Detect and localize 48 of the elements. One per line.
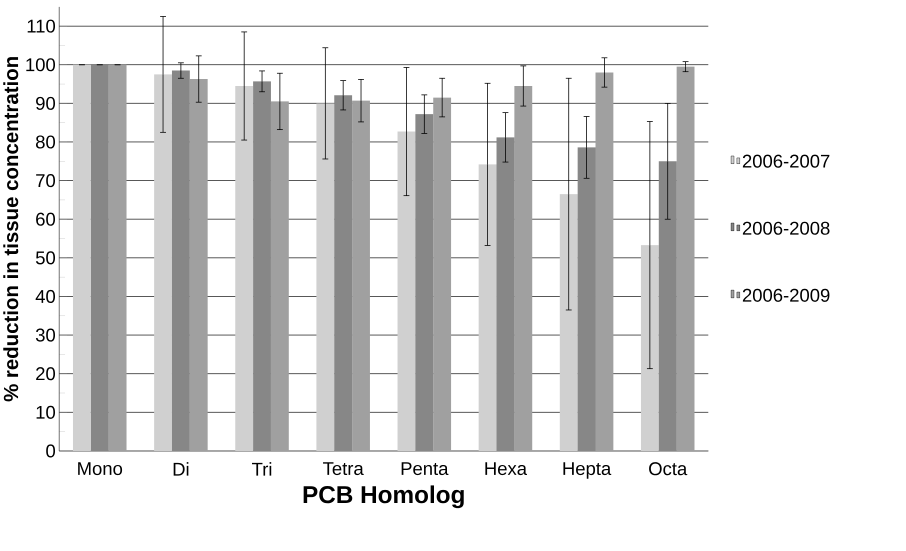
bar: [596, 72, 614, 452]
bar: [334, 96, 352, 452]
y-tick-label: 0: [46, 444, 56, 458]
bar: [154, 74, 172, 452]
bar: [172, 70, 190, 452]
y-tick-label: 90: [36, 97, 56, 110]
legend-label: 2006-2007: [742, 154, 830, 168]
bar: [415, 114, 434, 452]
x-tick-label: Hepta: [563, 462, 612, 479]
bar: [676, 66, 694, 452]
x-tick-label: Tri: [252, 462, 272, 476]
y-tick-label: 30: [36, 328, 56, 342]
legend-label: 2006-2008: [742, 222, 830, 236]
y-tick-label: 80: [36, 136, 56, 149]
y-tick-label: 70: [36, 174, 56, 188]
bar: [108, 64, 127, 452]
bar: [270, 102, 289, 452]
legend-label: 2006-2009: [742, 289, 830, 302]
bar: [253, 82, 271, 452]
bar: [478, 164, 497, 452]
x-tick-label: Penta: [402, 462, 448, 476]
bar: [578, 148, 596, 452]
y-tick-label: 50: [36, 252, 56, 265]
x-tick-label: Octa: [649, 462, 688, 476]
x-axis-title: PCB Homolog: [304, 486, 464, 508]
bar: [72, 64, 91, 452]
x-tick-label: Tetra: [323, 462, 364, 476]
bar: [190, 79, 208, 452]
bar: [90, 64, 109, 452]
bar: [658, 162, 677, 452]
x-tick-label: Hexa: [485, 462, 528, 476]
y-tick-label: 100: [26, 58, 56, 72]
y-tick-label: 20: [36, 367, 56, 380]
x-tick-label: Mono: [78, 462, 122, 476]
y-tick-label: 40: [36, 290, 56, 304]
y-tick-label: 60: [36, 212, 56, 226]
y-tick-label: 110: [28, 20, 56, 33]
bar: [514, 86, 532, 452]
y-tick-label: 10: [36, 406, 56, 420]
bar: [560, 194, 578, 452]
bar: [316, 104, 334, 452]
bar: [398, 132, 416, 452]
x-tick-label: Di: [174, 462, 188, 476]
bar: [352, 100, 370, 452]
bar: [235, 86, 254, 452]
y-axis-title: % reduction in tissue concentration: [3, 57, 18, 402]
bar: [433, 98, 452, 452]
bar: [496, 138, 514, 452]
